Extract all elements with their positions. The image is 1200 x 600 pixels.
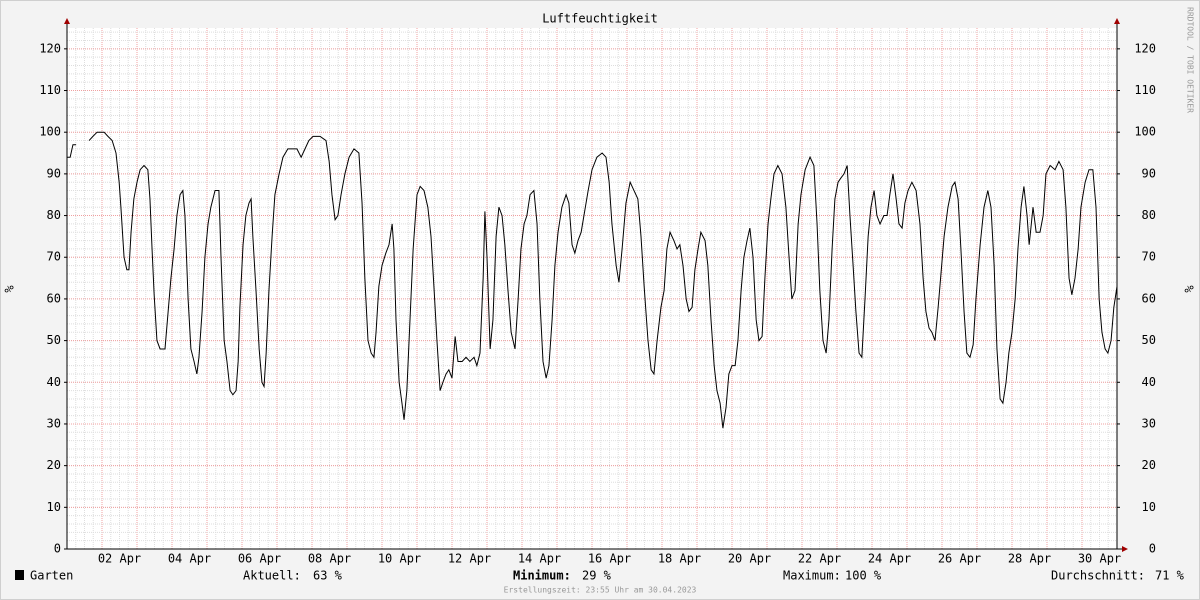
stat-label: Minimum: xyxy=(513,569,571,583)
stat-label: Durchschnitt: xyxy=(1051,569,1145,583)
y2-tick-label: 110 xyxy=(1134,83,1156,97)
y-tick-label: 120 xyxy=(39,41,61,55)
chart-title: Luftfeuchtigkeit xyxy=(542,12,658,26)
x-tick-label: 18 Apr xyxy=(658,552,701,566)
grid xyxy=(66,28,1118,550)
watermark: RRDTOOL / TOBI OETIKER xyxy=(1186,7,1195,113)
y-tick-label: 70 xyxy=(47,250,61,264)
y-tick-label: 110 xyxy=(39,83,61,97)
y2-tick-label: 70 xyxy=(1142,250,1156,264)
y-tick-label: 40 xyxy=(47,375,61,389)
legend-swatch xyxy=(15,570,24,580)
y-tick-label: 90 xyxy=(47,166,61,180)
stat-value: 63 % xyxy=(313,569,343,583)
footer: Erstellungszeit: 23:55 Uhr am 30.04.2023 xyxy=(504,586,697,595)
x-tick-label: 22 Apr xyxy=(798,552,841,566)
y-axis-label: % xyxy=(3,285,17,293)
x-tick-label: 30 Apr xyxy=(1078,552,1121,566)
stat-value: 29 % xyxy=(582,569,612,583)
y-tick-label: 60 xyxy=(47,291,61,305)
y2-tick-label: 60 xyxy=(1142,291,1156,305)
stat-value: 71 % xyxy=(1155,569,1185,583)
line xyxy=(67,131,1118,429)
stat-label: Aktuell: xyxy=(243,569,301,583)
x-tick-label: 12 Apr xyxy=(448,552,491,566)
y-tick-label: 100 xyxy=(39,125,61,139)
stat-label: Maximum: xyxy=(783,569,841,583)
y2-tick-label: 80 xyxy=(1142,208,1156,222)
y-tick-label: 30 xyxy=(47,416,61,430)
y2-tick-label: 100 xyxy=(1134,125,1156,139)
y2-tick-label: 50 xyxy=(1142,333,1156,347)
x-tick-label: 20 Apr xyxy=(728,552,771,566)
x-tick-label: 04 Apr xyxy=(168,552,211,566)
y2-tick-label: 0 xyxy=(1149,542,1156,556)
legend-label: Garten xyxy=(30,569,73,583)
x-tick-label: 24 Apr xyxy=(868,552,911,566)
y2-tick-label: 40 xyxy=(1142,375,1156,389)
y2-tick-label: 20 xyxy=(1142,458,1156,472)
x-tick-label: 14 Apr xyxy=(518,552,561,566)
x-tick-label: 06 Apr xyxy=(238,552,281,566)
y-tick-label: 20 xyxy=(47,458,61,472)
x-tick-label: 28 Apr xyxy=(1008,552,1051,566)
y2-tick-label: 10 xyxy=(1142,500,1156,514)
x-tick-label: 10 Apr xyxy=(378,552,421,566)
y2-tick-label: 120 xyxy=(1134,41,1156,55)
y-tick-label: 50 xyxy=(47,333,61,347)
x-tick-label: 02 Apr xyxy=(98,552,141,566)
y2-axis-label: % xyxy=(1183,285,1197,293)
y-tick-label: 80 xyxy=(47,208,61,222)
x-tick-label: 16 Apr xyxy=(588,552,631,566)
y-tick-label: 10 xyxy=(47,500,61,514)
y2-tick-label: 30 xyxy=(1142,416,1156,430)
y2-tick-label: 90 xyxy=(1142,166,1156,180)
x-tick-label: 26 Apr xyxy=(938,552,981,566)
x-tick-label: 08 Apr xyxy=(308,552,351,566)
y-tick-label: 0 xyxy=(54,542,61,556)
stat-value: 100 % xyxy=(845,569,882,583)
